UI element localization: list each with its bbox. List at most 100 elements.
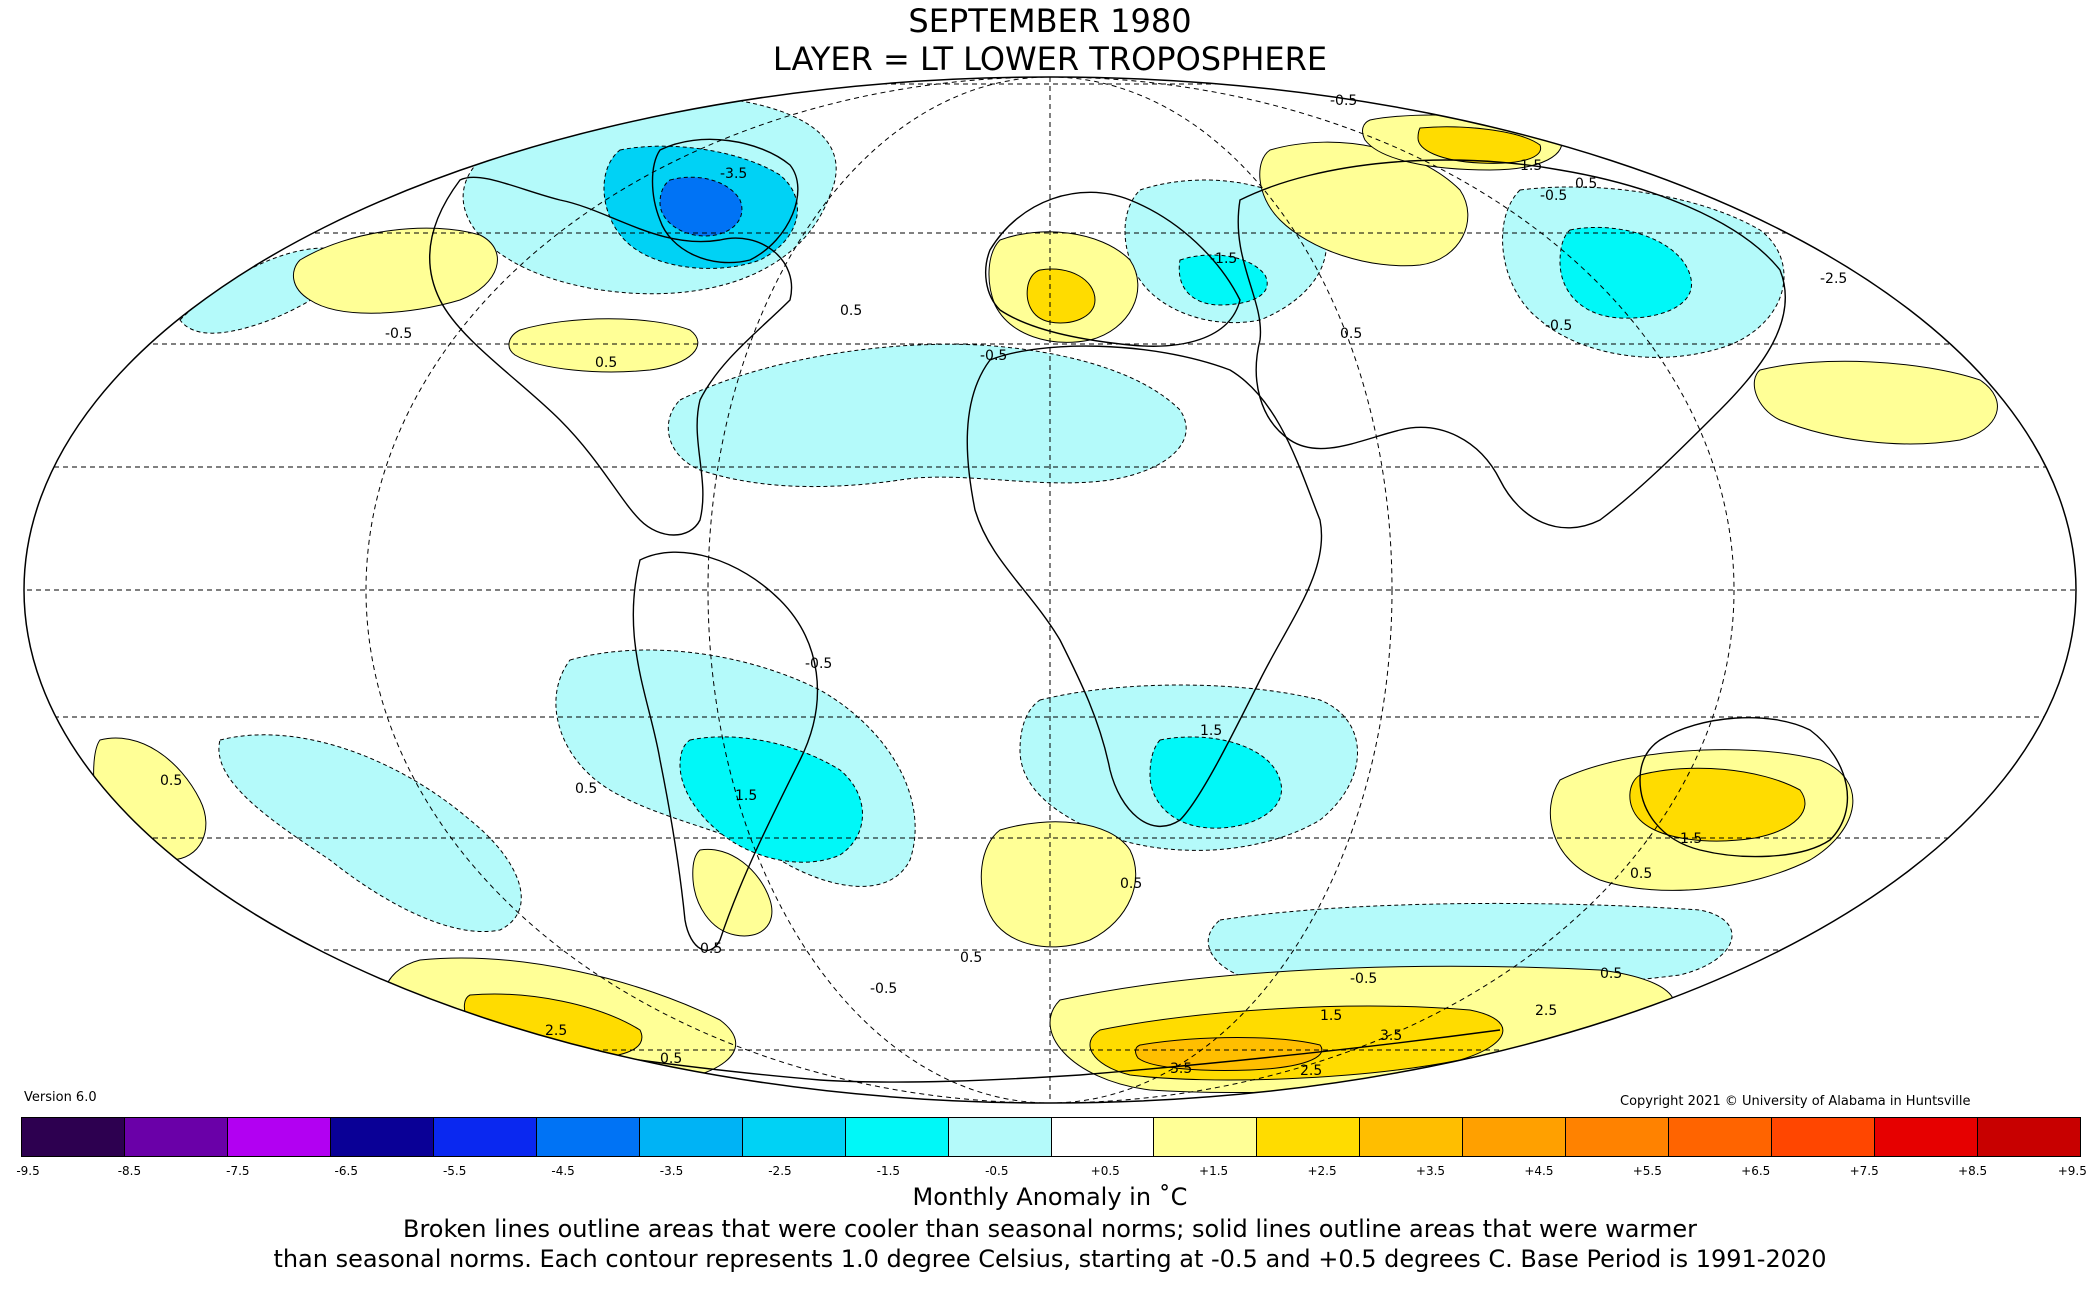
contour-label: 0.5 (1575, 176, 1597, 192)
warm-region-south-atlantic (980, 821, 1137, 948)
colorbar-tick-label: +7.5 (1849, 1164, 1879, 1178)
colorbar-cell (1875, 1118, 1979, 1156)
colorbar-cell (1360, 1118, 1464, 1156)
colorbar-ticks: -9.5 -8.5 -7.5 -6.5 -5.5 -4.5 -3.5 -2.5 -1.5 -0.5… (16, 1164, 2087, 1180)
contour-label: -0.5 (1350, 971, 1377, 987)
contour-label: 1.5 (1200, 723, 1222, 739)
meridian-120 (365, 77, 1735, 1103)
contour-label: -0.5 (385, 326, 412, 342)
cool-region-siberia-core (1559, 226, 1693, 319)
colorbar-cell (639, 1118, 743, 1156)
cool-region-north-africa (667, 343, 1187, 488)
colorbar-cell (1051, 1118, 1155, 1156)
cool-region-south-pacific (218, 734, 522, 932)
contour-label: -0.5 (1540, 188, 1567, 204)
contour-label: 0.5 (1120, 876, 1142, 892)
colorbar-cell (330, 1118, 434, 1156)
contour-label: 1.5 (1520, 158, 1542, 174)
colorbar-cell (1772, 1118, 1876, 1156)
description-line-1: Broken lines outline areas that were coo… (403, 1215, 1697, 1243)
coastline-africa (966, 345, 1323, 827)
colorbar-tick-label: +9.5 (2057, 1164, 2087, 1178)
warm-region-north-pacific (292, 227, 498, 314)
colorbar-tick-label: -1.5 (876, 1164, 901, 1178)
colorbar-tick-label: -9.5 (16, 1164, 40, 1178)
colorbar-tick-label: +0.5 (1090, 1164, 1120, 1178)
colorbar-tick-label: -0.5 (985, 1164, 1009, 1178)
warm-region-north-pacific-east (1753, 360, 1998, 445)
colorbar-cell (845, 1118, 949, 1156)
warm-region-antarctic-east-peak (1135, 1037, 1323, 1071)
coastline-australia (1639, 717, 1849, 858)
warm-region-australia-core (1629, 767, 1806, 842)
colorbar-tick-label: +6.5 (1741, 1164, 1771, 1178)
colorbar-cell (1978, 1118, 2081, 1156)
colorbar-tick-label: +4.5 (1524, 1164, 1554, 1178)
colorbar-cell (742, 1118, 846, 1156)
map-title: SEPTEMBER 1980 (908, 2, 1192, 40)
contour-labels: -3.5 1.5 -0.5 0.5 -0.5 -2.5 -1.5 0.5 -0.… (160, 93, 1847, 1079)
contour-label: 0.5 (1600, 966, 1622, 982)
warm-region-arctic-siberia-core (1417, 126, 1542, 164)
colorbar-tick-label: +2.5 (1307, 1164, 1337, 1178)
meridian-60 (707, 77, 1393, 1103)
coastline-greenland (651, 138, 799, 264)
colorbar-cell (1257, 1118, 1361, 1156)
anomaly-regions (93, 95, 1998, 1094)
contour-label: -0.5 (1545, 318, 1572, 334)
colorbar-tick-label: -4.5 (551, 1164, 575, 1178)
contour-label: 0.5 (595, 355, 617, 371)
colorbar-tick-label: -6.5 (334, 1164, 358, 1178)
colorbar-tick-label: -2.5 (768, 1164, 792, 1178)
contour-label: -2.5 (1820, 271, 1847, 287)
contour-label: 3.5 (1170, 1061, 1192, 1077)
contour-label: 3.5 (1380, 1028, 1402, 1044)
contour-label: 0.5 (840, 303, 862, 319)
warm-region-north-america (508, 318, 699, 373)
colorbar-cell (1669, 1118, 1773, 1156)
colorbar-cell (22, 1118, 125, 1156)
colorbar-cell (124, 1118, 228, 1156)
contour-label: 0.5 (960, 950, 982, 966)
contour-label: 2.5 (545, 1023, 567, 1039)
colorbar-cell (1463, 1118, 1567, 1156)
version-label: Version 6.0 (24, 1090, 97, 1105)
coastline-asia (1237, 159, 1786, 529)
contour-label: -3.5 (720, 166, 747, 182)
colorbar-tick-label: +1.5 (1199, 1164, 1229, 1178)
contour-label: 1.5 (735, 788, 757, 804)
colorbar-cell (433, 1118, 537, 1156)
colorbar-cell (227, 1118, 331, 1156)
contour-label: -0.5 (1330, 93, 1357, 109)
coastline-south-america (632, 551, 819, 952)
colorbar-tick-label: -7.5 (226, 1164, 250, 1178)
anomaly-map: -3.5 1.5 -0.5 0.5 -0.5 -2.5 -1.5 0.5 -0.… (23, 76, 2077, 1104)
colorbar-cell (1154, 1118, 1258, 1156)
contour-label: 2.5 (1300, 1063, 1322, 1079)
colorbar-tick-label: +5.5 (1632, 1164, 1662, 1178)
contour-label: 1.5 (1680, 831, 1702, 847)
cool-region-southern-africa-core (1149, 736, 1283, 829)
contour-label: 2.5 (1535, 1003, 1557, 1019)
colorbar-tick-label: +3.5 (1415, 1164, 1446, 1178)
colorbar-cell (536, 1118, 640, 1156)
contour-label: 0.5 (1630, 866, 1652, 882)
colorbar-cell (948, 1118, 1052, 1156)
colorbar-tick-label: -8.5 (117, 1164, 142, 1178)
contour-label: 0.5 (660, 1051, 682, 1067)
units-label: Monthly Anomaly in ˚C (912, 1183, 1188, 1211)
contour-label: 1.5 (1320, 1008, 1342, 1024)
coastline-europe (985, 191, 1241, 347)
cool-region-greenland-core (659, 176, 743, 237)
contour-label: 0.5 (160, 773, 182, 789)
contour-label: 0.5 (1340, 326, 1362, 342)
colorbar-tick-label: -5.5 (442, 1164, 467, 1178)
globe-outline (23, 76, 2077, 1104)
contour-label: -0.5 (870, 981, 897, 997)
description-line-2: than seasonal norms. Each contour repres… (273, 1245, 1827, 1273)
coastline-north-america (428, 176, 793, 536)
contour-label: 0.5 (700, 941, 722, 957)
copyright-label: Copyright 2021 © University of Alabama i… (1620, 1094, 1971, 1109)
contour-label: -0.5 (805, 656, 832, 672)
colorbar-tick-label: -3.5 (659, 1164, 684, 1178)
